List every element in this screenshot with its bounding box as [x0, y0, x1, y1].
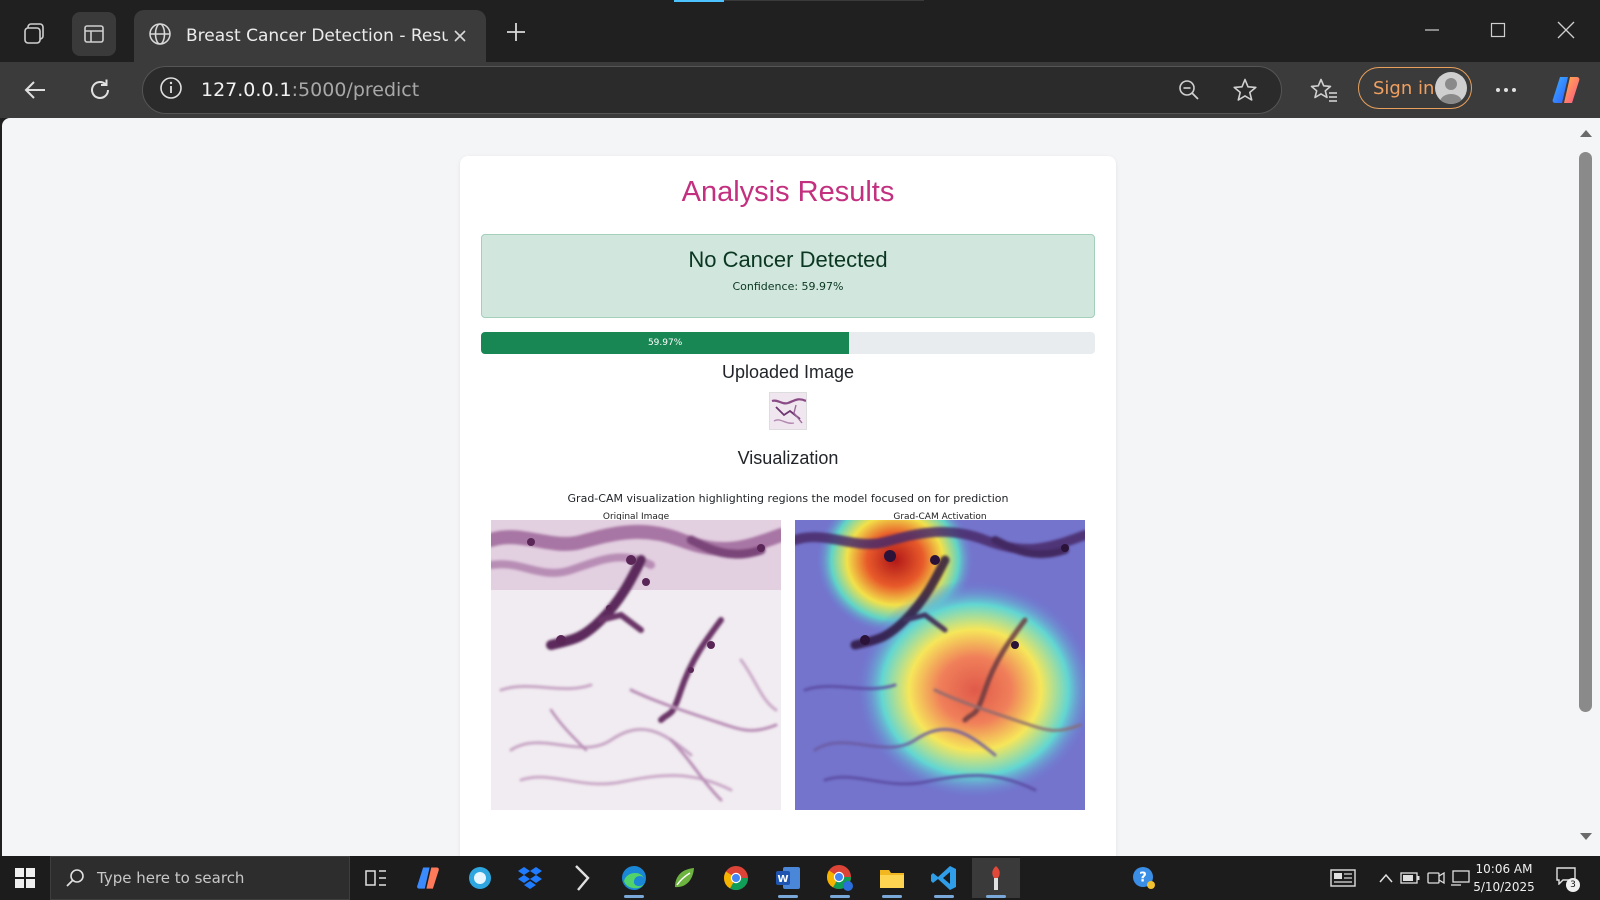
tab-title: Breast Cancer Detection - Results: [186, 26, 448, 46]
workspaces-icon[interactable]: [12, 12, 56, 56]
avatar-icon: [1435, 72, 1467, 104]
cursor-app-icon[interactable]: [558, 858, 606, 898]
more-icon[interactable]: [1484, 68, 1528, 112]
start-button[interactable]: [0, 856, 50, 900]
uploaded-image-heading: Uploaded Image: [721, 362, 855, 382]
chrome-profile-icon[interactable]: [816, 858, 864, 898]
result-heading: No Cancer Detected: [688, 247, 888, 272]
url-path: :5000/predict: [291, 79, 420, 101]
copilot-taskbar-icon[interactable]: [404, 858, 452, 898]
url-host: 127.0.0.1: [201, 79, 292, 101]
scroll-up-icon[interactable]: [1579, 128, 1593, 138]
confidence-progress-bar: 59.97%: [481, 332, 1095, 354]
notification-count-badge: 3: [1566, 878, 1580, 892]
refresh-icon[interactable]: [78, 68, 122, 112]
clock-date: 5/10/2025: [1473, 880, 1535, 894]
maximize-icon[interactable]: [1470, 10, 1526, 50]
svg-text:?: ?: [1139, 871, 1147, 886]
visualization-caption: Grad-CAM visualization highlighting regi…: [567, 492, 1009, 505]
close-tab-icon[interactable]: [448, 24, 472, 48]
scroll-down-icon[interactable]: [1579, 832, 1593, 842]
uploaded-image-thumbnail[interactable]: [769, 392, 807, 430]
system-clock[interactable]: 10:06 AM 5/10/2025: [1466, 860, 1542, 896]
title-divider-line: [724, 0, 924, 1]
help-icon[interactable]: ?: [1132, 866, 1156, 890]
word-icon[interactable]: W: [764, 858, 812, 898]
windows-taskbar: Type here to search W ?: [0, 856, 1600, 900]
spring-tool-icon[interactable]: [660, 858, 708, 898]
info-icon[interactable]: [159, 76, 183, 104]
original-image-figure: [491, 520, 781, 810]
sign-in-button[interactable]: Sign in: [1358, 67, 1472, 109]
chevron-up-icon[interactable]: [1376, 868, 1396, 888]
result-alert: No Cancer Detected Confidence: 59.97%: [481, 234, 1095, 318]
results-card: Analysis Results No Cancer Detected Conf…: [460, 156, 1116, 856]
edge-icon[interactable]: [610, 858, 658, 898]
page-scrollbar[interactable]: [1572, 118, 1600, 856]
gradcam-figure: [795, 520, 1085, 810]
chrome-icon[interactable]: [712, 858, 760, 898]
file-explorer-icon[interactable]: [868, 858, 916, 898]
notifications-icon[interactable]: [1556, 866, 1576, 886]
confidence-progress-fill: 59.97%: [481, 332, 850, 354]
tab-actions-icon[interactable]: [72, 12, 116, 56]
task-view-icon[interactable]: [352, 858, 400, 898]
search-placeholder: Type here to search: [97, 869, 245, 887]
search-icon: [66, 869, 84, 887]
page-title: Analysis Results: [681, 176, 895, 208]
page-viewport: Analysis Results No Cancer Detected Conf…: [2, 118, 1572, 856]
original-image-label: Original Image: [602, 512, 670, 520]
progress-label: 59.97%: [647, 338, 683, 348]
windows-icon: [15, 868, 35, 888]
meet-now-icon[interactable]: [1426, 868, 1446, 888]
favorites-icon[interactable]: [1302, 68, 1346, 112]
dropbox-icon[interactable]: [506, 858, 554, 898]
browser-app-icon[interactable]: [456, 858, 504, 898]
network-icon[interactable]: [1450, 868, 1470, 888]
minimize-icon[interactable]: [1404, 10, 1460, 50]
sign-in-label: Sign in: [1373, 77, 1435, 99]
taskbar-search-input[interactable]: Type here to search: [50, 856, 350, 900]
gradcam-label: Grad-CAM Activation: [893, 512, 987, 520]
tab-results[interactable]: Breast Cancer Detection - Results: [134, 10, 486, 62]
clock-time: 10:06 AM: [1475, 862, 1533, 876]
active-app-icon[interactable]: [972, 858, 1020, 898]
battery-icon[interactable]: [1400, 868, 1420, 888]
svg-text:W: W: [777, 874, 788, 885]
globe-icon: [148, 22, 172, 50]
browser-toolbar: 127.0.0.1:5000/predict Sign in: [0, 62, 1600, 118]
zoom-out-icon[interactable]: [1169, 70, 1209, 110]
star-icon[interactable]: [1225, 70, 1265, 110]
new-tab-icon[interactable]: [496, 12, 536, 52]
copilot-icon[interactable]: [1544, 68, 1588, 112]
confidence-text: Confidence: 59.97%: [732, 280, 844, 293]
back-icon[interactable]: [14, 68, 58, 112]
title-accent-line: [674, 0, 724, 2]
address-bar[interactable]: 127.0.0.1:5000/predict: [142, 66, 1282, 114]
visualization-heading: Visualization: [737, 448, 839, 468]
browser-titlebar: Breast Cancer Detection - Results: [0, 0, 1600, 62]
news-widget-icon[interactable]: [1330, 868, 1356, 888]
scrollbar-thumb[interactable]: [1579, 152, 1592, 712]
vscode-icon[interactable]: [920, 858, 968, 898]
close-window-icon[interactable]: [1538, 10, 1594, 50]
